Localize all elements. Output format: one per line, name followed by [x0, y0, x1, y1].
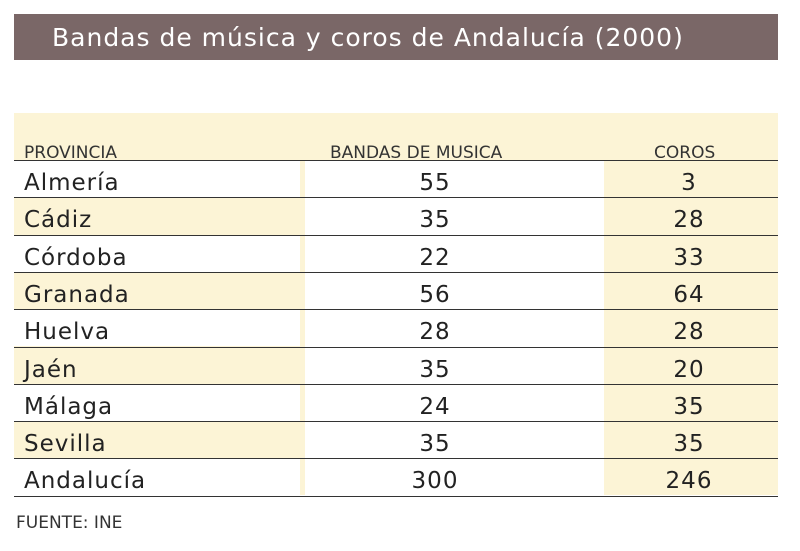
cell-coros: 35: [673, 431, 705, 458]
cell-coros: 35: [673, 393, 705, 420]
cell-coros: 246: [665, 468, 713, 495]
row-line: [14, 197, 778, 198]
source-note: FUENTE: INE: [16, 513, 123, 533]
chart-title: Bandas de música y coros de Andalucía (2…: [52, 23, 684, 52]
cell-coros: 33: [673, 244, 705, 271]
row-line: [14, 496, 778, 497]
row-line: [14, 309, 778, 310]
row-highlight: [14, 459, 300, 496]
column-header-0: PROVINCIA: [24, 143, 118, 163]
cell-bandas: 56: [419, 281, 451, 308]
row-line: [14, 272, 778, 273]
row-line: [14, 458, 778, 459]
row-highlight: [14, 161, 300, 198]
bandas-column-background: [305, 161, 604, 495]
cell-bandas: 35: [419, 431, 451, 458]
row-highlight: [14, 384, 300, 422]
cell-coros: 28: [673, 207, 705, 234]
cell-bandas: 24: [419, 393, 451, 420]
row-highlight: [14, 310, 300, 347]
row-line: [14, 421, 778, 422]
column-header-1: BANDAS DE MUSICA: [330, 143, 503, 163]
cell-provincia: Málaga: [24, 393, 114, 420]
cell-bandas: 28: [419, 319, 451, 346]
cell-bandas: 55: [419, 170, 451, 196]
cell-bandas: 35: [419, 356, 451, 383]
row-line: [14, 235, 778, 236]
cell-bandas: 22: [419, 244, 451, 271]
row-line: [14, 347, 778, 348]
cell-provincia: Cádiz: [24, 207, 93, 234]
header-line: [14, 160, 778, 161]
cell-coros: 3: [681, 170, 697, 196]
row-highlight: [14, 235, 300, 272]
cell-provincia: Huelva: [24, 319, 111, 346]
cell-provincia: Córdoba: [24, 244, 128, 271]
cell-provincia: Sevilla: [24, 431, 107, 458]
cell-provincia: Andalucía: [24, 468, 147, 495]
cell-provincia: Jaén: [24, 356, 78, 383]
row-line: [14, 384, 778, 385]
cell-bandas: 300: [411, 468, 459, 495]
cell-coros: 20: [673, 356, 705, 383]
title-bar: Bandas de música y coros de Andalucía (2…: [14, 14, 778, 60]
cell-coros: 28: [673, 319, 705, 346]
cell-coros: 64: [673, 281, 705, 308]
cell-provincia: Almería: [24, 170, 120, 196]
cell-bandas: 35: [419, 207, 451, 234]
column-header-2: COROS: [654, 143, 716, 163]
cell-provincia: Granada: [24, 281, 130, 308]
